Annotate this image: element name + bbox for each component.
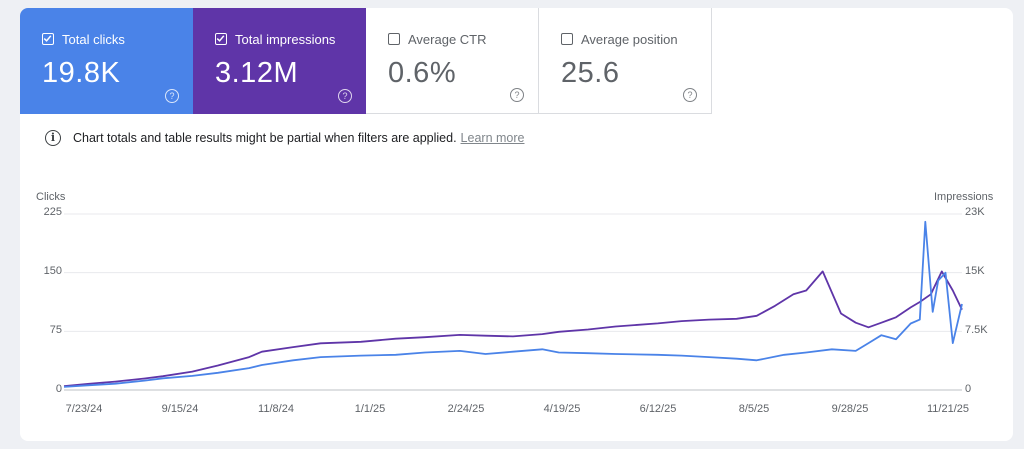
metric-value: 3.12M [215,57,299,89]
metric-value: 19.8K [42,57,121,89]
info-icon: i [45,130,61,146]
metric-label: Average position [581,32,678,47]
metric-average-position[interactable]: Average position 25.6 ? [539,8,712,114]
help-icon[interactable]: ? [683,88,697,102]
metric-label: Total clicks [62,32,125,47]
notice-text: Chart totals and table results might be … [73,131,457,145]
x-tick-label: 2/24/25 [447,403,485,415]
right-tick-label: 23K [965,206,985,218]
filter-notice: i Chart totals and table results might b… [45,130,524,146]
help-icon[interactable]: ? [510,88,524,102]
left-axis-title: Clicks [36,191,66,203]
right-axis-title: Impressions [934,191,994,203]
right-tick-label: 0 [965,383,972,395]
metric-total-clicks[interactable]: Total clicks 19.8K ? [20,8,193,114]
checkbox-icon[interactable] [561,33,573,45]
help-icon[interactable]: ? [165,89,179,103]
performance-card: Total clicks 19.8K ? Total impressions 3… [20,8,1013,441]
x-tick-label: 6/12/25 [639,403,677,415]
metric-value: 25.6 [561,57,620,89]
x-tick-label: 1/1/25 [354,403,386,415]
impressions-series-line[interactable] [63,270,963,388]
x-tick-label: 11/8/24 [258,403,294,415]
x-tick-label: 9/15/24 [161,403,199,415]
checkbox-icon[interactable] [388,33,400,45]
learn-more-link[interactable]: Learn more [460,131,525,145]
metric-label: Average CTR [408,32,487,47]
x-tick-label: 7/23/24 [65,403,103,415]
metric-value: 0.6% [388,57,457,89]
x-tick-label: 8/5/25 [738,403,770,415]
x-tick-label: 4/19/25 [543,403,581,415]
metrics-row: Total clicks 19.8K ? Total impressions 3… [20,8,712,114]
left-tick-label: 75 [49,324,62,336]
checkbox-icon[interactable] [42,33,54,45]
right-tick-label: 15K [965,265,985,277]
x-tick-label: 9/28/25 [831,403,869,415]
help-icon[interactable]: ? [338,89,352,103]
left-tick-label: 150 [43,265,62,277]
metric-label: Total impressions [235,32,336,47]
x-tick-label: 11/21/25 [926,403,969,415]
performance-chart[interactable] [20,8,1013,441]
left-tick-label: 0 [55,383,62,395]
left-tick-label: 225 [43,206,62,218]
checkbox-icon[interactable] [215,33,227,45]
metric-total-impressions[interactable]: Total impressions 3.12M ? [193,8,366,114]
metric-average-ctr[interactable]: Average CTR 0.6% ? [366,8,539,114]
right-tick-label: 7.5K [965,324,988,336]
clicks-series-line[interactable] [63,220,963,388]
